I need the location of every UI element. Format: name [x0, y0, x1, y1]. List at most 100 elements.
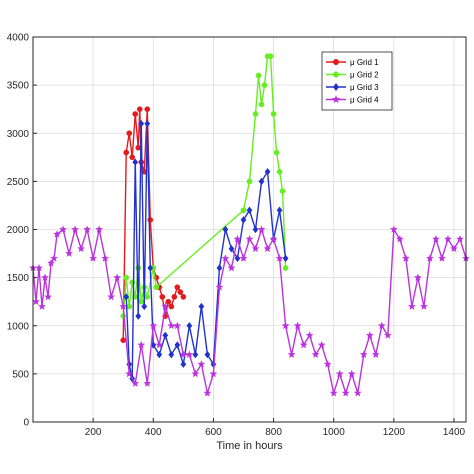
series-4-point	[197, 360, 206, 368]
y-tick-label: 0	[23, 418, 29, 429]
series-3-point	[141, 302, 148, 311]
series-2-point	[246, 178, 253, 185]
series-4-point	[101, 254, 110, 262]
series-4-point	[44, 292, 53, 301]
series-2-point	[144, 294, 151, 300]
series-4-point	[41, 273, 50, 282]
series-2-point	[282, 265, 289, 271]
series-3-point	[246, 206, 253, 215]
x-tick-label: 1200	[383, 427, 406, 438]
x-axis-label: Time in hours	[216, 440, 283, 452]
series-4-point	[137, 340, 146, 349]
y-tick-label: 1500	[7, 273, 30, 284]
series-4-point	[65, 249, 74, 257]
y-tick-label: 1000	[7, 321, 30, 332]
series-3-point	[282, 254, 289, 263]
series-4-point	[431, 234, 440, 243]
legend-entry-2: μ Grid 2	[326, 71, 379, 80]
y-tick-label: 2500	[7, 177, 30, 188]
series-3-point	[162, 331, 169, 340]
series-4-point	[443, 234, 452, 243]
series-3-point	[240, 216, 247, 224]
series-3-point	[144, 119, 151, 128]
series-4-point	[365, 331, 374, 339]
series-3-point	[138, 119, 145, 128]
series-3-point	[174, 341, 181, 349]
series-3-point	[216, 264, 223, 272]
series-4-point	[359, 350, 368, 359]
series-4-point	[203, 388, 212, 397]
series-4-point	[437, 254, 446, 262]
legend-label: μ Grid 3	[350, 83, 379, 92]
legend-swatch-marker	[331, 95, 341, 104]
series-4-point	[389, 225, 398, 233]
series-3-point	[198, 302, 205, 311]
series-1-point	[159, 294, 166, 300]
series-1-point	[132, 111, 139, 117]
series-4-point	[377, 321, 386, 330]
series-4-point	[155, 340, 164, 349]
series-3-point	[156, 350, 163, 359]
legend-entry-4: μ Grid 4	[326, 95, 379, 105]
series-4-point	[161, 302, 170, 310]
series-2-point	[138, 298, 145, 305]
x-tick-label: 200	[85, 427, 102, 438]
series-4-point	[407, 302, 416, 310]
series-2-point	[279, 188, 286, 194]
series-4-point	[347, 369, 356, 378]
y-tick-label: 4000	[7, 33, 30, 44]
series-4-point	[173, 321, 182, 330]
series-2-point	[123, 274, 130, 281]
series-4-point	[239, 254, 248, 262]
series-1-point	[120, 337, 127, 344]
series-4-point	[383, 331, 392, 339]
series-4-point	[401, 254, 410, 262]
series-3-point	[132, 158, 139, 166]
series-4-point	[215, 283, 224, 291]
series-2-point	[255, 72, 262, 79]
series-4-point	[281, 321, 290, 330]
series-4-point	[113, 273, 122, 282]
series-4-point	[311, 350, 320, 359]
series-4-point	[455, 234, 464, 243]
series-2-point	[252, 111, 259, 117]
series-4-point	[221, 254, 230, 262]
y-tick-label: 3500	[7, 81, 30, 92]
series-1-point	[165, 298, 172, 305]
series-1-point	[136, 106, 143, 113]
series-4-point	[35, 263, 44, 272]
series-4-point	[71, 225, 80, 233]
series-4-point	[293, 321, 302, 330]
x-tick-label: 1400	[443, 427, 466, 438]
series-4-point	[269, 234, 278, 243]
series-3-point	[264, 167, 271, 176]
series-1-point	[174, 284, 181, 291]
series-1-line	[122, 109, 184, 341]
series-4-point	[233, 234, 242, 243]
series-1-point	[144, 106, 151, 113]
series-4-point	[329, 388, 338, 397]
series-2-point	[258, 101, 265, 108]
series-4-point	[131, 379, 140, 387]
series-2-point	[267, 53, 274, 60]
series-2-point	[261, 82, 268, 88]
axis-ticks: 200 400 600 800 1000 1200 1400 0 500 1000 1500 2000…	[7, 33, 466, 439]
series-4-point	[395, 234, 404, 243]
series-3-point	[147, 264, 154, 272]
series-4-point	[353, 388, 362, 397]
series-2-point	[276, 168, 283, 175]
legend-entry-3: μ Grid 3	[326, 82, 379, 92]
series-4-point	[305, 331, 314, 339]
series-3-point	[168, 350, 175, 359]
series-4-point	[449, 244, 458, 253]
series-4-point	[263, 244, 272, 253]
series-3-point	[276, 206, 283, 215]
series-4-point	[413, 273, 422, 282]
series-1-point	[171, 294, 178, 300]
legend-swatch-marker	[332, 82, 340, 92]
series-2-point	[273, 149, 280, 156]
series-4-point	[83, 225, 92, 233]
series-3-point	[135, 312, 142, 320]
series-2-point	[135, 265, 142, 271]
series-2-point	[240, 207, 247, 214]
